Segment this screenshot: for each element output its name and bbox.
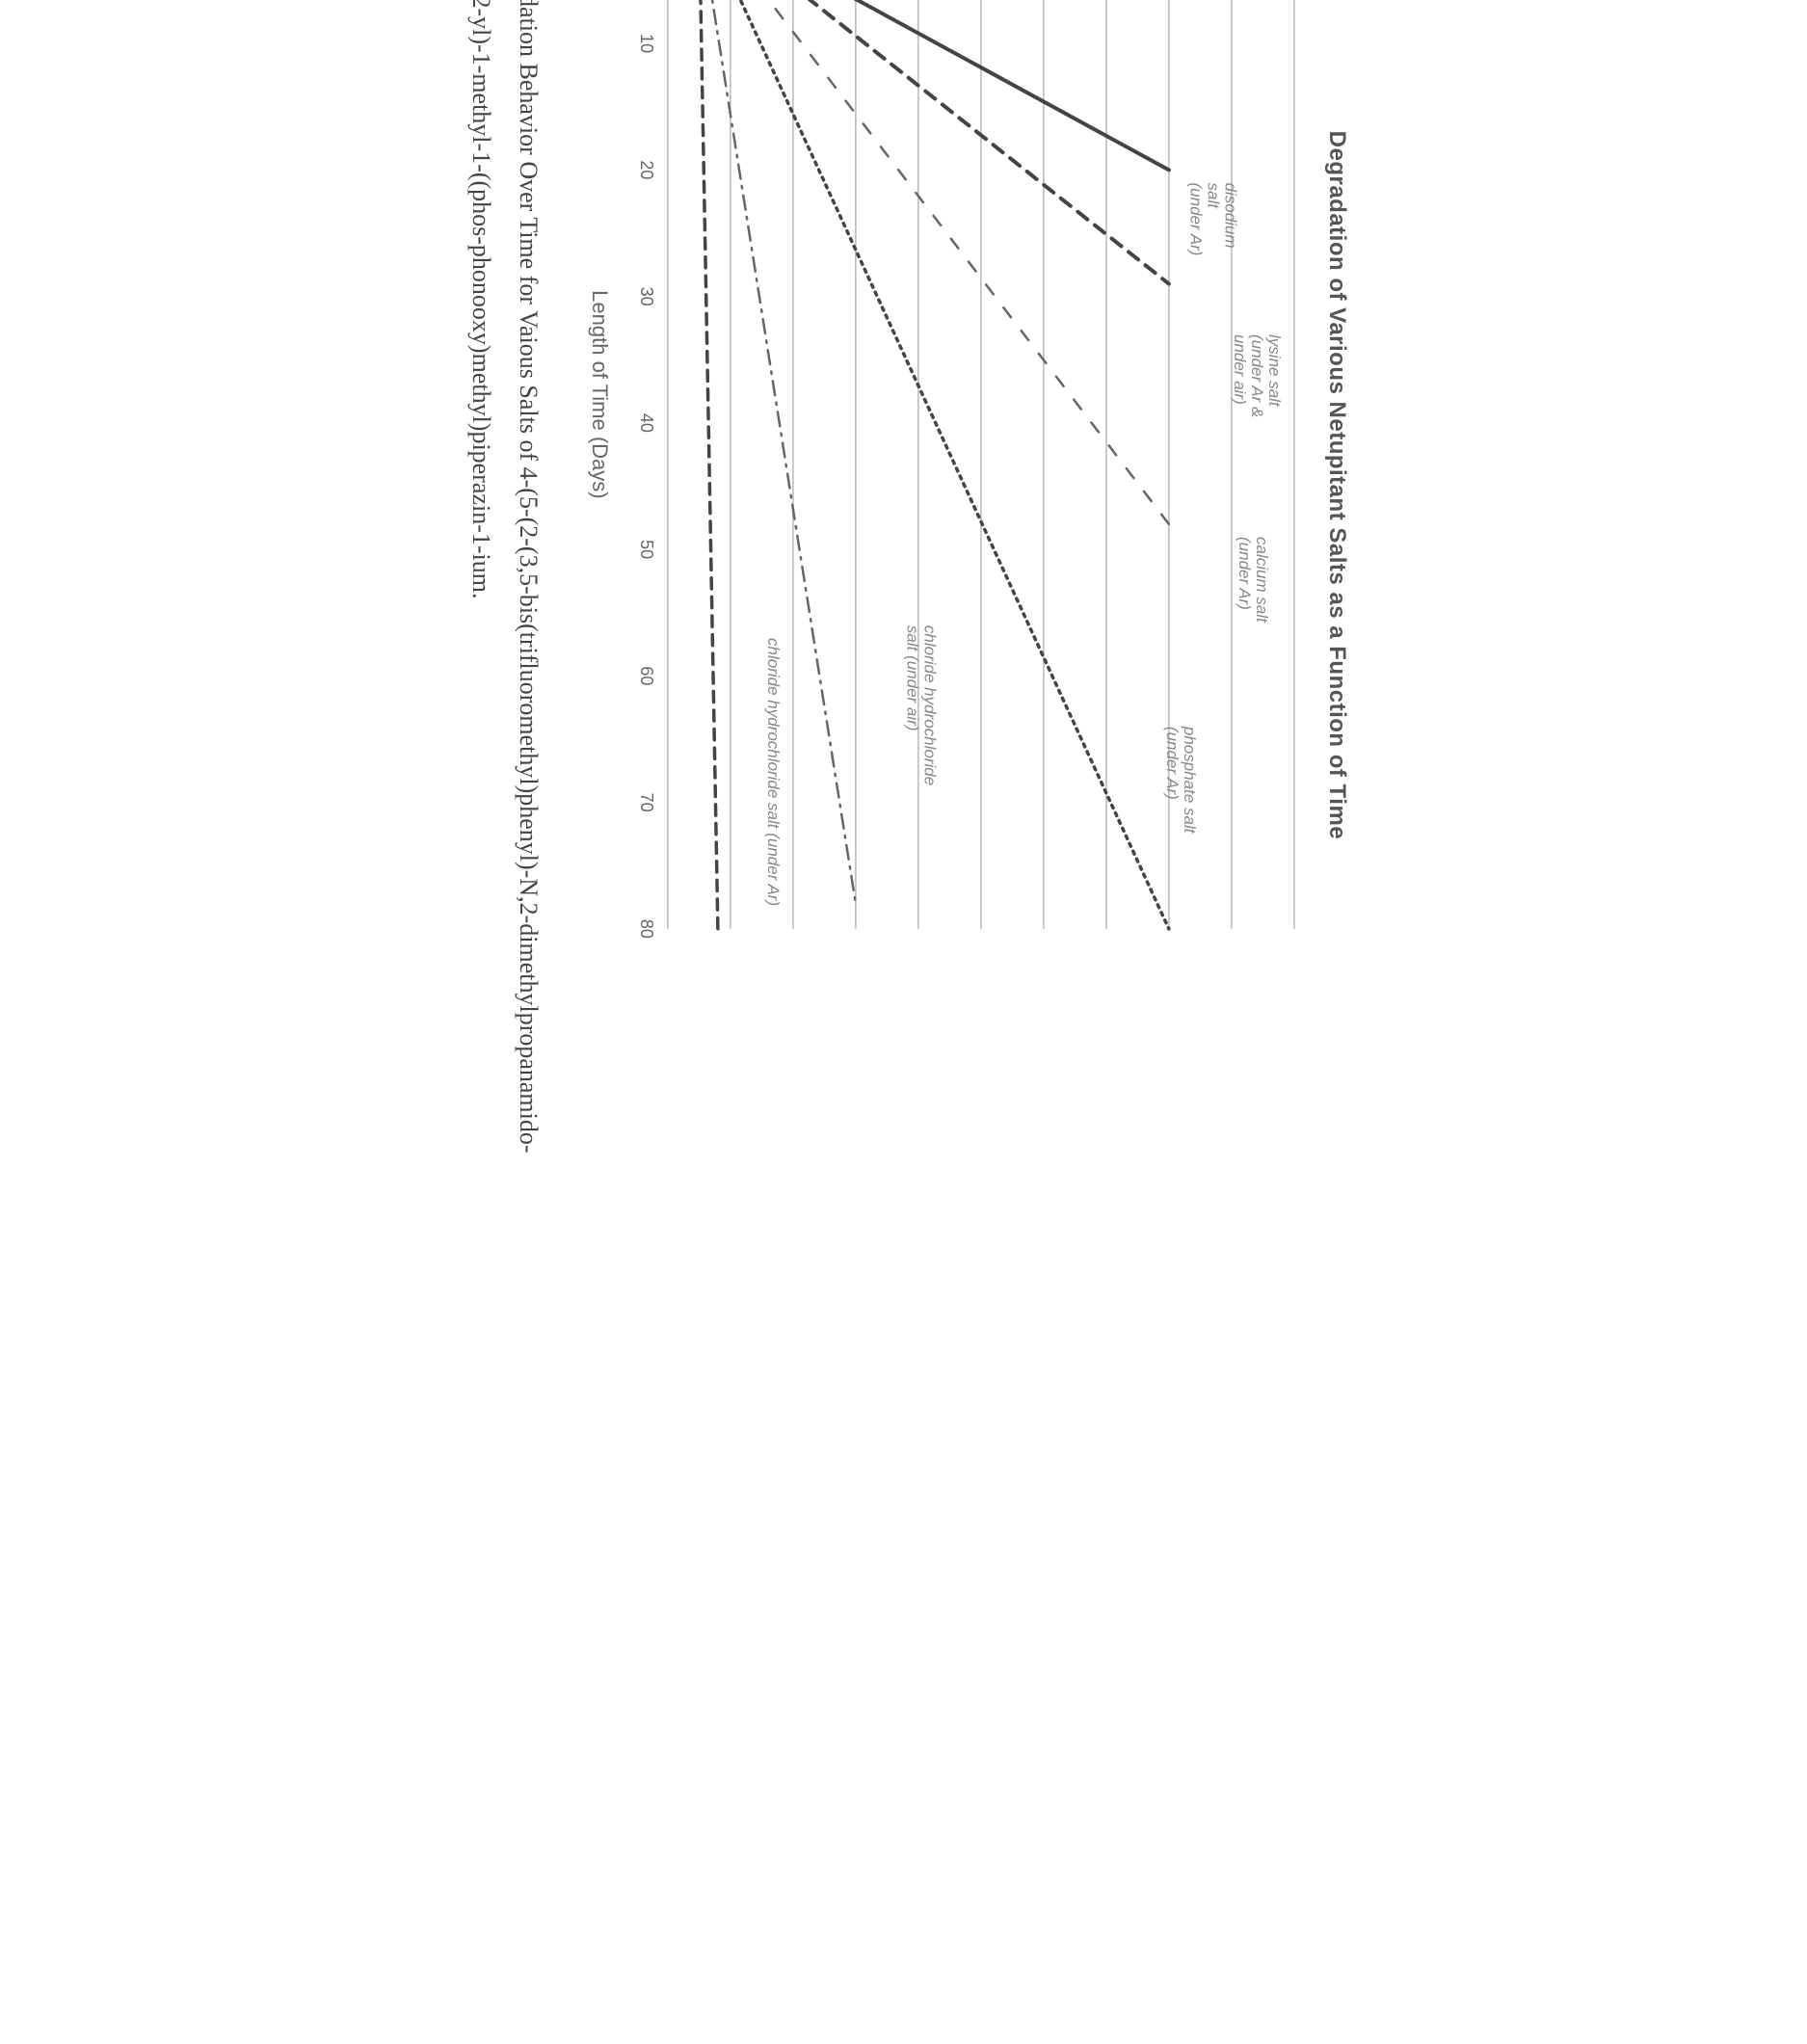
chart-area: Mass % Degradation of Starting Material … [587,0,1306,1159]
series-line [705,0,1169,170]
plot-column: -0.10.10.30.50.70.91.11.31.51.71.9010203… [587,0,1306,940]
series-label: salt [1204,182,1222,209]
series-label: disodium [1221,182,1239,248]
figure-wrapper: Degradation of Various Netupitant Salts … [457,0,1350,1159]
series-label: under air) [1231,334,1249,405]
series-label: (under Ar) [1236,537,1254,610]
x-tick-label: 80 [637,918,656,938]
series-label: (under Ar) [1163,726,1182,799]
chart-title: Degradation of Various Netupitant Salts … [1323,0,1350,1159]
series-label: lysine salt [1265,334,1284,408]
chart-svg: -0.10.10.30.50.70.91.11.31.51.71.9010203… [624,0,1306,940]
series-label: (under Ar) [1186,182,1205,255]
series-label: salt (under air) [903,624,921,730]
series-label: calcium salt [1253,537,1271,624]
series-label: (under Ar & [1248,334,1266,417]
x-tick-label: 50 [637,540,656,559]
x-tick-label: 60 [637,666,656,685]
series-label: phosphate salt [1181,725,1199,834]
x-axis-label: Length of Time (Days) [587,290,612,498]
series-label: chloride hydrochloride salt (under Ar) [764,638,783,906]
series-label: chloride hydrochloride [920,624,939,784]
x-tick-label: 20 [637,160,656,179]
x-tick-label: 30 [637,286,656,305]
x-tick-label: 40 [637,412,656,432]
x-tick-label: 10 [637,34,656,53]
series-line [705,0,1169,523]
figure-caption: FIGURE 1: Degradation Behavior Over Time… [457,0,552,1159]
series-line [699,0,718,928]
x-tick-label: 70 [637,792,656,811]
